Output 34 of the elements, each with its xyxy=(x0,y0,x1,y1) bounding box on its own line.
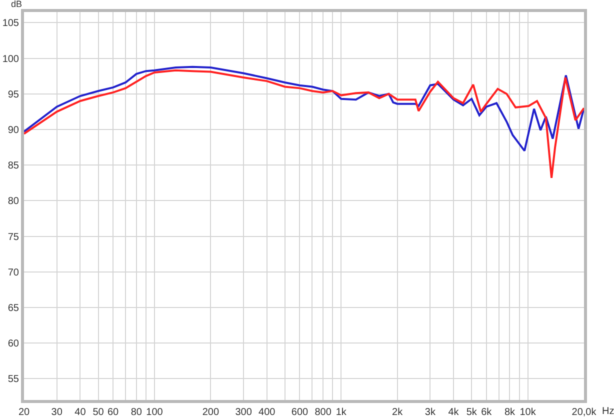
y-tick-label: 90 xyxy=(8,124,20,136)
x-tick-label: 5k xyxy=(466,407,478,418)
y-tick-label: 105 xyxy=(2,18,20,30)
x-tick-label: 3k xyxy=(424,407,436,418)
x-tick-label: 800 xyxy=(314,407,332,418)
x-tick-label: 4k xyxy=(448,407,460,418)
x-tick-label: 30 xyxy=(51,407,63,418)
x-axis-title: Hz xyxy=(602,406,614,417)
x-tick-label: 20,0k xyxy=(572,407,598,418)
y-tick-label: 65 xyxy=(8,302,20,314)
x-tick-label: 80 xyxy=(130,407,142,418)
x-tick-label: 400 xyxy=(258,407,276,418)
y-tick-label: 75 xyxy=(8,232,20,243)
y-tick-label: 55 xyxy=(8,374,20,386)
x-tick-label: 2k xyxy=(392,407,404,418)
y-tick-label: 95 xyxy=(8,89,20,100)
y-tick-label: 60 xyxy=(8,338,20,350)
x-tick-label: 40 xyxy=(74,407,86,418)
x-tick-label: 6k xyxy=(481,407,493,418)
x-tick-label: 300 xyxy=(235,407,252,418)
x-tick-label: 200 xyxy=(202,407,220,418)
x-tick-label: 1k xyxy=(336,407,348,418)
y-axis-title: dB xyxy=(11,0,22,9)
x-tick-label: 100 xyxy=(146,407,164,418)
x-tick-label: 8k xyxy=(504,407,516,418)
y-tick-label: 85 xyxy=(8,160,20,172)
x-tick-label: 20 xyxy=(18,407,30,418)
y-tick-label: 100 xyxy=(2,54,20,65)
y-tick-label: 80 xyxy=(8,196,20,208)
x-tick-label: 50 xyxy=(92,407,104,418)
x-tick-label: 600 xyxy=(291,407,309,418)
x-tick-label: 10k xyxy=(520,407,537,418)
x-tick-label: 60 xyxy=(107,407,120,418)
y-tick-label: 70 xyxy=(8,267,20,278)
